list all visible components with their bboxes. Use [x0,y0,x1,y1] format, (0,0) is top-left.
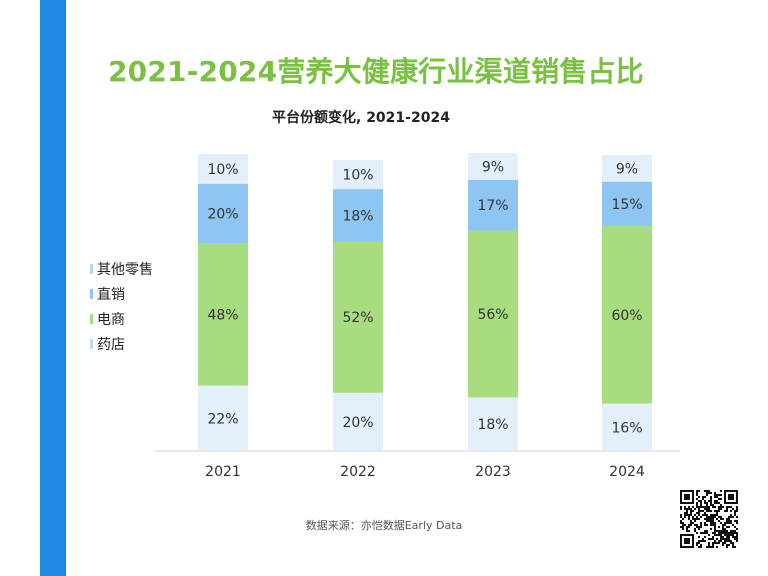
chart-subtitle: 平台份额变化, 2021-2024 [272,110,450,126]
page-title: 2021-2024营养大健康行业渠道销售占比 [108,55,644,88]
data-label: 18% [342,208,373,224]
bar-segment [468,397,518,451]
bar-segment [333,392,383,451]
x-tick-label: 2023 [475,464,511,480]
data-source: 数据来源：亦恺数据Early Data [305,519,463,532]
x-tick-label: 2024 [609,464,645,480]
data-label: 56% [477,307,508,323]
accent-side-bar [40,0,66,576]
legend-item: 直销 [90,281,153,306]
data-label: 15% [611,197,642,213]
data-label: 22% [207,411,238,427]
bar-segment [468,153,518,180]
data-label: 60% [611,308,642,324]
data-label: 18% [477,417,508,433]
qr-code-icon [680,490,738,548]
bar-segment [333,160,383,190]
data-label: 10% [207,162,238,178]
legend-swatch [90,338,93,349]
bar-segment [333,189,383,242]
data-label: 16% [611,420,642,436]
x-tick-label: 2022 [340,464,376,480]
bar-segment [602,155,652,182]
bar-segment [468,179,518,231]
bar-segment [333,241,383,393]
data-label: 17% [477,198,508,214]
x-tick-label: 2021 [205,464,241,480]
data-label: 48% [207,307,238,323]
bar-segment [468,230,518,398]
legend-swatch [90,263,93,274]
bar-segment [602,403,652,451]
data-label: 10% [342,168,373,184]
legend-label: 其他零售 [97,261,153,278]
legend-item: 电商 [90,306,153,331]
legend-label: 药店 [97,336,125,353]
legend-swatch [90,313,93,324]
data-label: 20% [342,415,373,431]
legend-swatch [90,288,93,299]
legend-item: 其他零售 [90,256,153,281]
bar-segment [198,243,248,386]
bar-segment [198,183,248,244]
data-label: 9% [616,161,638,177]
legend-label: 电商 [97,311,125,328]
bar-segment [602,181,652,227]
data-label: 9% [482,159,504,175]
chart-legend: 其他零售 直销 电商 药店 [90,256,153,356]
legend-label: 直销 [97,286,125,303]
legend-item: 药店 [90,331,153,356]
bar-segment [602,226,652,404]
bar-segment [198,385,248,451]
data-label: 52% [342,310,373,326]
bar-segment [198,154,248,184]
data-label: 20% [207,206,238,222]
